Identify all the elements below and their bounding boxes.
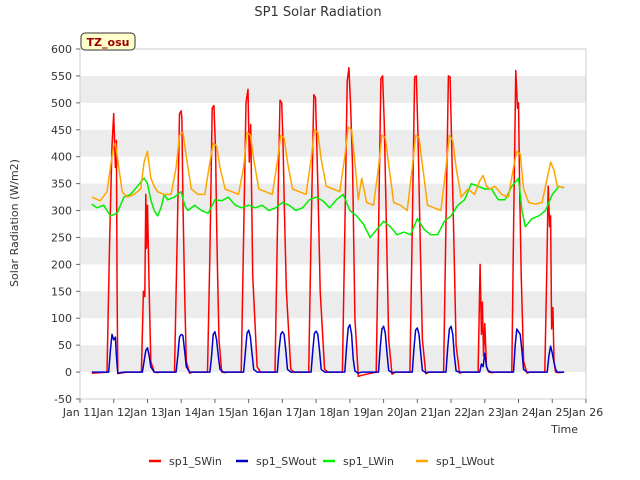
y-tick-label: 500	[51, 97, 72, 110]
x-tick-label: Jan 12	[96, 406, 131, 419]
x-axis-label: Time	[550, 423, 578, 436]
y-tick-label: 200	[51, 258, 72, 271]
y-axis-ticks: -50 0 50 100 150 200 250 300 350 400 450 500 550 600	[51, 43, 80, 406]
x-tick-label: Jan 21	[399, 406, 434, 419]
x-tick-label: Jan 16	[230, 406, 265, 419]
plot-frame	[79, 48, 587, 400]
y-tick-label: 300	[51, 205, 72, 218]
chart-title: SP1 Solar Radiation	[254, 5, 381, 20]
x-tick-label: Jan 23	[467, 406, 502, 419]
y-tick-label: 150	[51, 285, 72, 298]
y-tick-label: 450	[51, 124, 72, 137]
legend-label-sp1_LWout: sp1_LWout	[436, 455, 495, 468]
x-tick-label: Jan 19	[332, 406, 367, 419]
x-tick-label: Jan 22	[433, 406, 468, 419]
y-tick-label: 100	[51, 312, 72, 325]
legend: sp1_SWin sp1_SWout sp1_LWin sp1_LWout	[149, 455, 495, 468]
grid-band	[80, 49, 586, 76]
grid-band	[80, 156, 586, 184]
plot-background-bands	[79, 48, 587, 400]
y-axis-label: Solar Radiation (W/m2)	[8, 159, 21, 287]
y-tick-label: 350	[51, 178, 72, 191]
grid-band	[80, 291, 586, 319]
y-tick-label: 50	[58, 339, 72, 352]
grid-band	[80, 210, 586, 238]
y-tick-label: 550	[51, 70, 72, 83]
grid-band	[80, 345, 586, 373]
grid-band	[80, 237, 586, 265]
y-tick-label: -50	[54, 393, 72, 406]
x-tick-label: Jan 13	[129, 406, 164, 419]
series-lines	[91, 67, 565, 378]
series-line-sp1_SWout	[91, 323, 565, 374]
grid-band	[80, 318, 586, 346]
y-tick-label: 600	[51, 43, 72, 56]
x-axis-ticks: Jan 11 Jan 12 Jan 13 Jan 14 Jan 15 Jan 16 Jan …	[62, 399, 603, 419]
x-tick-label: Jan 11	[62, 406, 97, 419]
legend-label-sp1_LWin: sp1_LWin	[343, 455, 394, 468]
timezone-badge-label: TZ_osu	[87, 36, 130, 49]
x-tick-label: Jan 14	[163, 406, 198, 419]
series-line-sp1_LWout	[91, 126, 565, 212]
grid-band	[80, 129, 586, 157]
y-tick-label: 250	[51, 231, 72, 244]
x-tick-label: Jan 18	[298, 406, 333, 419]
x-tick-label: Jan 17	[264, 406, 299, 419]
x-tick-label: Jan 26	[568, 406, 603, 419]
timezone-badge-box	[80, 32, 136, 51]
y-tick-label: 0	[65, 366, 72, 379]
grid-band	[80, 264, 586, 292]
grid-band	[80, 102, 586, 130]
grid-band	[80, 75, 586, 103]
x-tick-label: Jan 20	[365, 406, 400, 419]
legend-label-sp1_SWin: sp1_SWin	[169, 455, 222, 468]
series-line-sp1_LWin	[91, 177, 565, 239]
grid-band	[80, 372, 586, 399]
y-tick-label: 400	[51, 151, 72, 164]
x-tick-label: Jan 15	[197, 406, 232, 419]
x-tick-label: Jan 25	[534, 406, 569, 419]
timezone-badge: TZ_osu	[80, 32, 136, 51]
x-tick-label: Jan 24	[500, 406, 535, 419]
legend-label-sp1_SWout: sp1_SWout	[256, 455, 317, 468]
